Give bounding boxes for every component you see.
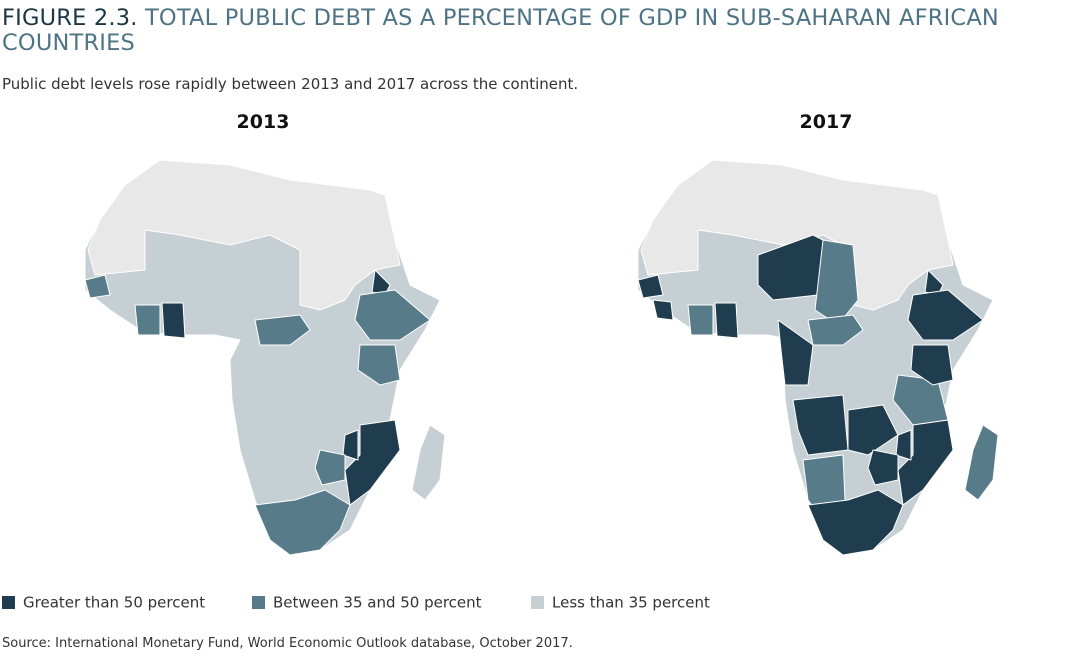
region — [134, 304, 161, 336]
maps: 2013 2017 Greater than 50 percent Between… — [2, 111, 999, 612]
region — [84, 274, 111, 299]
map-title: 2017 — [800, 111, 853, 133]
map-2017 — [637, 159, 999, 556]
region — [964, 424, 999, 501]
region — [907, 289, 984, 341]
legend-swatch — [252, 596, 265, 609]
region — [637, 274, 664, 299]
legend-label: Less than 35 percent — [552, 594, 710, 612]
region — [652, 299, 674, 321]
region — [161, 302, 186, 339]
region — [847, 404, 899, 456]
region — [714, 302, 739, 339]
region — [807, 489, 904, 556]
region — [354, 289, 431, 341]
region — [87, 159, 401, 311]
region — [814, 239, 859, 326]
map-title: 2013 — [237, 111, 290, 133]
legend-label: Greater than 50 percent — [23, 594, 205, 612]
legend: Greater than 50 percent Between 35 and 50… — [2, 594, 710, 612]
subtitle: Public debt levels rose rapidly between … — [2, 75, 579, 93]
title: FIGURE 2.3. TOTAL PUBLIC DEBT AS A PERCE… — [2, 6, 1072, 56]
region — [867, 449, 899, 486]
region — [910, 344, 954, 386]
legend-swatch — [531, 596, 544, 609]
region — [314, 449, 346, 486]
region — [640, 159, 954, 311]
region — [895, 429, 912, 461]
region — [777, 319, 814, 386]
region — [411, 424, 446, 501]
map-2013 — [84, 159, 446, 556]
region — [687, 304, 714, 336]
region — [792, 394, 849, 456]
region — [807, 314, 864, 346]
legend-label: Between 35 and 50 percent — [273, 594, 482, 612]
title-text: TOTAL PUBLIC DEBT AS A PERCENTAGE OF GDP… — [2, 5, 999, 56]
region — [342, 429, 359, 461]
region — [254, 314, 311, 346]
source: Source: International Monetary Fund, Wor… — [2, 636, 573, 651]
title-prefix: FIGURE 2.3. — [2, 5, 138, 31]
region — [357, 344, 401, 386]
legend-swatch — [2, 596, 15, 609]
region — [254, 489, 351, 556]
